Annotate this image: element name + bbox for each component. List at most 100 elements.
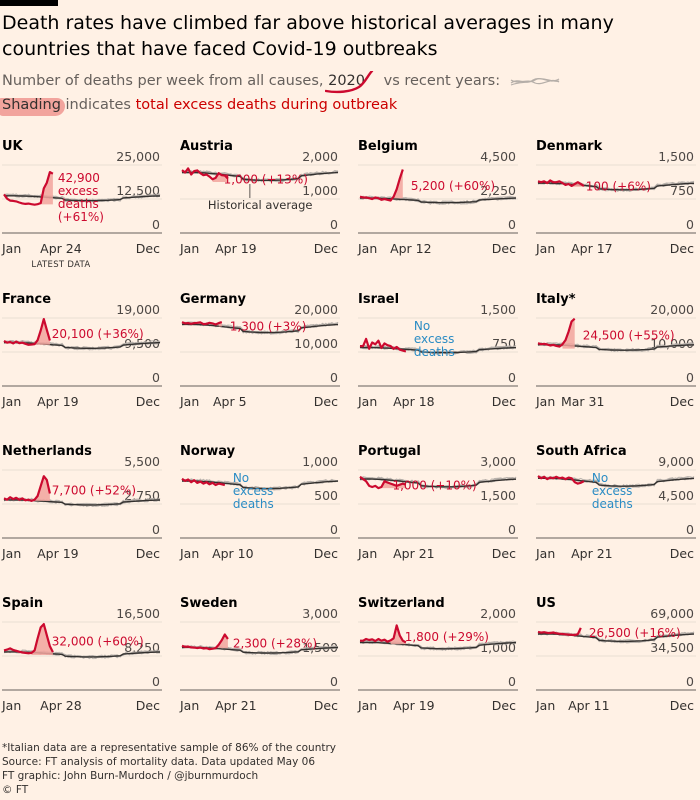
- annotation-line: deaths: [414, 345, 455, 359]
- historical-average-line: [182, 480, 339, 490]
- x-tick-label: Dec: [492, 546, 516, 561]
- x-tick-label-latest: Apr 19: [393, 698, 435, 713]
- x-tick-label-latest: Apr 18: [393, 394, 435, 409]
- y-tick-label: 0: [152, 674, 160, 689]
- x-tick-label: Jan: [179, 394, 199, 409]
- x-tick-label: Dec: [314, 241, 338, 256]
- x-tick-label: Jan: [1, 546, 21, 561]
- annotation-france: 20,100 (+36%): [52, 327, 144, 341]
- x-tick-label: Dec: [492, 394, 516, 409]
- panel-uk: UK 25,000 12,500 0 Jan Apr 24 Dec LATEST DATA 42…: [1, 139, 162, 270]
- y-tick-label: 1,000: [302, 183, 338, 198]
- country-title-sweden: Sweden: [180, 596, 238, 611]
- x-tick-label-latest: Apr 10: [212, 546, 254, 561]
- country-title-portugal: Portugal: [358, 444, 421, 459]
- y-tick-label: 1,500: [658, 149, 694, 164]
- x-tick-label: Dec: [136, 698, 160, 713]
- line-2020-norway: [181, 477, 226, 487]
- panel-belgium: Belgium 4,500 2,250 0 Jan Apr 12 Dec 5,200 (+60…: [357, 139, 518, 256]
- country-title-spain: Spain: [2, 596, 43, 611]
- annotation-portugal: 1,000 (+10%): [392, 479, 476, 493]
- y-tick-label: 0: [686, 674, 694, 689]
- country-title-france: France: [2, 292, 51, 307]
- line-2020-us: [537, 627, 582, 637]
- y-tick-label: 16,500: [116, 606, 160, 621]
- historical-average-line: [181, 323, 339, 334]
- y-tick-label: 3,000: [480, 454, 516, 469]
- x-tick-label: Jan: [357, 241, 377, 256]
- line-2020-germany: [181, 321, 223, 326]
- y-tick-label: 0: [508, 674, 516, 689]
- panel-germany: Germany 20,000 10,000 0 Jan Apr 5 Dec 1,300 (+3…: [179, 292, 340, 409]
- annotation-italy: 24,500 (+55%): [583, 329, 675, 343]
- x-tick-label: Jan: [535, 546, 555, 561]
- x-tick-label: Dec: [136, 241, 160, 256]
- x-tick-label: Jan: [1, 394, 21, 409]
- x-tick-label: Jan: [1, 698, 21, 713]
- line-2020-israel: [360, 337, 407, 353]
- footer-credit: FT graphic: John Burn-Murdoch / @jburnmu…: [2, 770, 259, 782]
- line-2020-austria: [181, 167, 229, 181]
- y-tick-label: 0: [152, 370, 160, 385]
- x-tick-label-latest: Apr 21: [393, 546, 435, 561]
- annotation-us: 26,500 (+16%): [589, 626, 681, 640]
- excess-deaths-area-uk: [37, 172, 53, 205]
- annotation-line: 100 (+6%): [586, 179, 651, 193]
- annotation-line: 1,300 (+3%): [230, 319, 307, 333]
- latest-data-note: LATEST DATA: [31, 260, 90, 270]
- country-title-switzerland: Switzerland: [358, 596, 445, 611]
- y-tick-label: 9,000: [658, 454, 694, 469]
- x-tick-label-latest: Apr 12: [390, 241, 432, 256]
- footer-copyright: © FT: [2, 784, 29, 796]
- line-2020-france: [3, 318, 51, 346]
- annotation-line: 1,800 (+29%): [405, 630, 489, 644]
- y-tick-label: 1,500: [480, 488, 516, 503]
- historical-year-line: [359, 345, 517, 355]
- panel-austria: Austria 2,000 1,000 0 Jan Apr 19 Dec 1,000 (+13…: [179, 139, 340, 256]
- x-tick-label: Dec: [136, 394, 160, 409]
- annotation-line: No: [233, 471, 249, 485]
- y-tick-label: 0: [508, 522, 516, 537]
- x-tick-label: Jan: [179, 546, 199, 561]
- annotation-line: deaths: [592, 497, 633, 511]
- x-tick-label: Dec: [314, 394, 338, 409]
- line-2020-netherlands: [3, 475, 51, 502]
- line-2020-belgium: [359, 169, 404, 202]
- x-tick-label-latest: Apr 28: [40, 698, 82, 713]
- x-tick-label: Dec: [670, 241, 694, 256]
- historical-average-line: [182, 171, 339, 182]
- y-tick-label: 3,000: [302, 606, 338, 621]
- annotation-line: deaths: [58, 197, 99, 211]
- x-tick-label-latest: Apr 5: [213, 394, 247, 409]
- annotation-line: 26,500 (+16%): [589, 626, 681, 640]
- subtitle-suffix: vs recent years:: [383, 73, 501, 89]
- ft-brand-bar: [0, 0, 58, 6]
- y-tick-label: 2,250: [480, 183, 516, 198]
- annotation-uk: 42,900 excess deaths (+61%): [58, 171, 104, 224]
- y-tick-label: 2,000: [480, 606, 516, 621]
- footer-source: Source: FT analysis of mortality data. D…: [2, 756, 316, 768]
- x-tick-label: Jan: [179, 698, 199, 713]
- page-title: Death rates have climbed far above histo…: [2, 12, 614, 60]
- y-tick-label: 0: [686, 370, 694, 385]
- historical-average-line: [359, 346, 516, 354]
- x-tick-label: Dec: [136, 546, 160, 561]
- legend-year-2020: 2020: [325, 71, 374, 94]
- x-tick-label: Dec: [670, 394, 694, 409]
- panel-norway: Norway 1,000 500 0 Jan Apr 10 Dec No excess death…: [179, 444, 340, 561]
- y-tick-label: 1,500: [480, 302, 516, 317]
- annotation-line: 32,000 (+60%): [52, 635, 144, 649]
- country-title-belgium: Belgium: [358, 139, 418, 154]
- y-tick-label: 500: [314, 488, 338, 503]
- y-tick-label: 0: [152, 217, 160, 232]
- x-tick-label: Jan: [535, 241, 555, 256]
- y-tick-label: 0: [330, 217, 338, 232]
- x-tick-label-latest: Apr 24: [40, 241, 82, 256]
- line-2020-spain: [3, 623, 54, 655]
- line-2020-south-africa: [537, 475, 585, 485]
- x-tick-label: Jan: [357, 698, 377, 713]
- excess-deaths-area-denmark: [571, 182, 584, 187]
- country-title-austria: Austria: [180, 139, 233, 154]
